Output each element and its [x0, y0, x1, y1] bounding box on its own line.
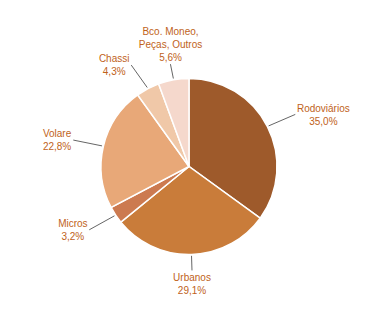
label-line: Volare: [43, 128, 72, 139]
value-label: 35,0%: [309, 116, 337, 127]
slice-label: Volare 22,8%: [43, 128, 72, 152]
category-label: Volare: [43, 128, 72, 139]
leader-line: [131, 65, 147, 87]
label-line: Urbanos: [173, 272, 211, 283]
label-line: Chassi: [99, 53, 130, 64]
slice-label: Rodoviários 35,0%: [297, 103, 350, 127]
value-label: 5,6%: [159, 52, 182, 63]
leader-line: [191, 256, 192, 270]
label-line: Micros: [58, 218, 87, 229]
slice-label: Chassi 4,3%: [99, 53, 130, 77]
category-label: Rodoviários: [297, 103, 350, 114]
leader-line: [171, 65, 174, 79]
pie-chart: Rodoviários 35,0% Urbanos 29,1% Micros 3,2% Vo…: [0, 0, 378, 333]
leader-line: [90, 216, 115, 230]
value-label: 4,3%: [103, 66, 126, 77]
slices: [101, 79, 277, 255]
category-label: Urbanos: [173, 272, 211, 283]
pie-root: Rodoviários 35,0% Urbanos 29,1% Micros 3,2% Vo…: [43, 26, 350, 297]
chart-container: Rodoviários 35,0% Urbanos 29,1% Micros 3,2% Vo…: [0, 0, 378, 333]
label-line: Peças, Outros: [139, 39, 202, 50]
category-label: Bco. Moneo, Peças, Outros: [139, 26, 202, 50]
label-line: Rodoviários: [297, 103, 350, 114]
labels: Rodoviários 35,0% Urbanos 29,1% Micros 3,2% Vo…: [43, 26, 350, 297]
category-label: Chassi: [99, 53, 130, 64]
slice-label: Bco. Moneo, Peças, Outros 5,6%: [139, 26, 202, 63]
slice-label: Urbanos 29,1%: [173, 272, 211, 296]
value-label: 3,2%: [61, 231, 84, 242]
value-label: 29,1%: [178, 285, 206, 296]
slice-label: Micros 3,2%: [58, 218, 87, 242]
category-label: Micros: [58, 218, 87, 229]
leader-lines: [74, 65, 295, 271]
label-line: Bco. Moneo,: [142, 26, 198, 37]
slice: [159, 79, 189, 167]
leader-line: [74, 140, 102, 146]
leader-line: [269, 115, 295, 126]
value-label: 22,8%: [43, 141, 71, 152]
